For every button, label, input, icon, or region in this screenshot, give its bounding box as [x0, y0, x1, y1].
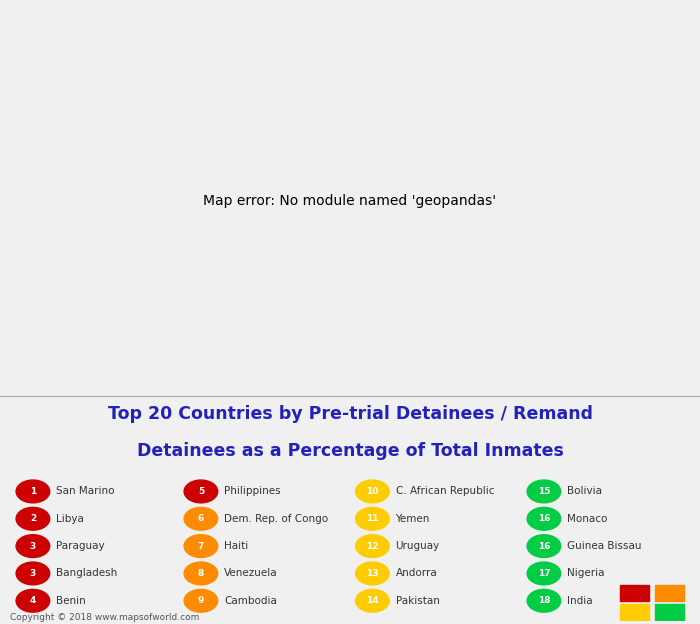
Text: 10: 10	[366, 487, 379, 496]
Text: Guinea Bissau: Guinea Bissau	[567, 541, 641, 551]
Ellipse shape	[356, 507, 389, 530]
Ellipse shape	[184, 507, 218, 530]
Text: Libya: Libya	[56, 514, 84, 524]
Ellipse shape	[16, 590, 50, 612]
Ellipse shape	[527, 507, 561, 530]
Text: Cambodia: Cambodia	[224, 596, 277, 606]
Text: Paraguay: Paraguay	[56, 541, 104, 551]
Bar	[654, 603, 684, 620]
Text: 6: 6	[198, 514, 204, 524]
Text: Benin: Benin	[56, 596, 85, 606]
Ellipse shape	[527, 590, 561, 612]
Text: San Marino: San Marino	[56, 487, 115, 497]
Text: Pakistan: Pakistan	[395, 596, 440, 606]
Text: Haiti: Haiti	[224, 541, 248, 551]
Text: 16: 16	[538, 542, 550, 550]
Ellipse shape	[527, 480, 561, 503]
Text: Yemen: Yemen	[395, 514, 430, 524]
Ellipse shape	[16, 562, 50, 585]
Ellipse shape	[16, 507, 50, 530]
Text: Monaco: Monaco	[567, 514, 608, 524]
Text: India: India	[567, 596, 593, 606]
Text: 15: 15	[538, 487, 550, 496]
Bar	[620, 585, 649, 602]
Ellipse shape	[184, 480, 218, 503]
Text: 7: 7	[197, 542, 204, 550]
Text: 4: 4	[29, 597, 36, 605]
Text: 3: 3	[30, 569, 36, 578]
Text: Bangladesh: Bangladesh	[56, 568, 118, 578]
Text: 12: 12	[366, 542, 379, 550]
Text: 2: 2	[30, 514, 36, 524]
Ellipse shape	[184, 535, 218, 557]
Text: Bolivia: Bolivia	[567, 487, 602, 497]
Text: 17: 17	[538, 569, 550, 578]
Ellipse shape	[356, 562, 389, 585]
Text: 3: 3	[30, 542, 36, 550]
Bar	[620, 603, 649, 620]
Text: 8: 8	[198, 569, 204, 578]
Text: Uruguay: Uruguay	[395, 541, 440, 551]
Text: 16: 16	[538, 514, 550, 524]
Ellipse shape	[356, 535, 389, 557]
Text: Dem. Rep. of Congo: Dem. Rep. of Congo	[224, 514, 328, 524]
Text: 9: 9	[197, 597, 204, 605]
Ellipse shape	[184, 590, 218, 612]
Text: Andorra: Andorra	[395, 568, 438, 578]
Text: 5: 5	[198, 487, 204, 496]
Text: 14: 14	[366, 597, 379, 605]
Ellipse shape	[527, 535, 561, 557]
Text: Venezuela: Venezuela	[224, 568, 278, 578]
Ellipse shape	[16, 535, 50, 557]
Text: 1: 1	[30, 487, 36, 496]
Text: Top 20 Countries by Pre-trial Detainees / Remand: Top 20 Countries by Pre-trial Detainees …	[108, 406, 592, 423]
Bar	[654, 585, 684, 602]
Text: Nigeria: Nigeria	[567, 568, 605, 578]
Ellipse shape	[184, 562, 218, 585]
Text: Copyright © 2018 www.mapsofworld.com: Copyright © 2018 www.mapsofworld.com	[10, 613, 200, 622]
Text: 18: 18	[538, 597, 550, 605]
Ellipse shape	[356, 480, 389, 503]
Text: Detainees as a Percentage of Total Inmates: Detainees as a Percentage of Total Inmat…	[136, 442, 564, 460]
Text: Map error: No module named 'geopandas': Map error: No module named 'geopandas'	[204, 194, 496, 208]
Text: C. African Republic: C. African Republic	[395, 487, 494, 497]
Ellipse shape	[356, 590, 389, 612]
Text: 11: 11	[366, 514, 379, 524]
Text: Philippines: Philippines	[224, 487, 281, 497]
Text: 13: 13	[366, 569, 379, 578]
Ellipse shape	[527, 562, 561, 585]
Ellipse shape	[16, 480, 50, 503]
